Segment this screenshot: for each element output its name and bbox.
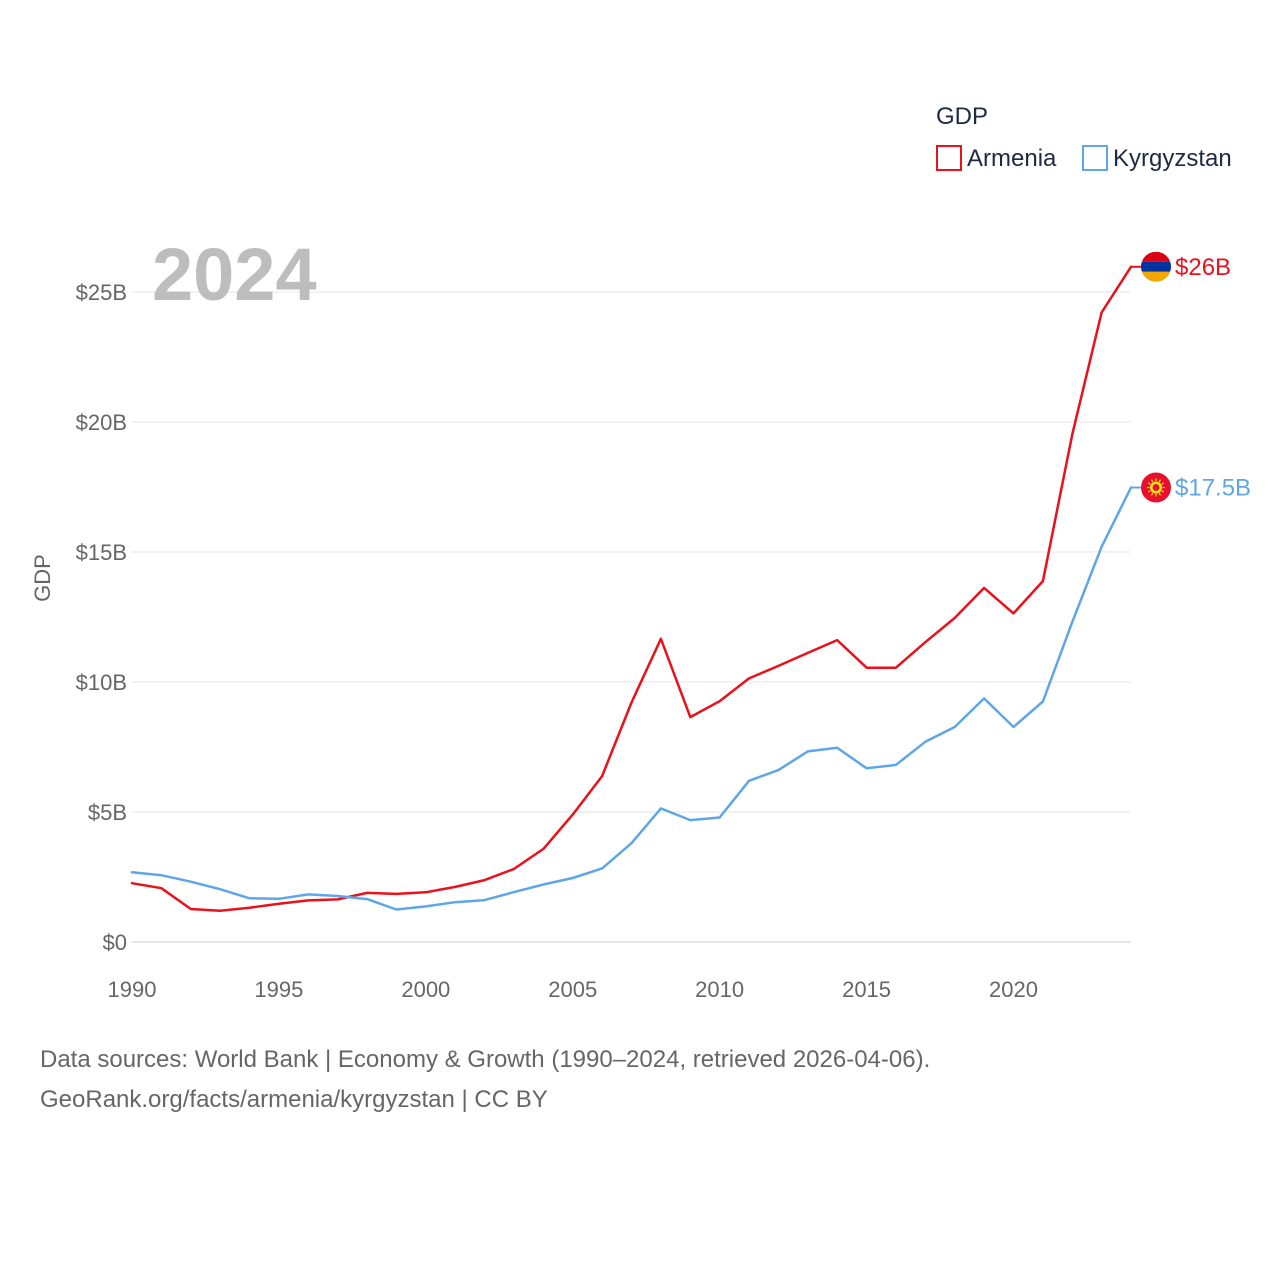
y-tick-label: $10B — [76, 670, 127, 695]
y-tick-label: $20B — [76, 410, 127, 435]
legend-label-kyrgyzstan: Kyrgyzstan — [1113, 145, 1232, 172]
legend[interactable]: GDP Armenia Kyrgyzstan — [936, 103, 1232, 172]
y-tick-label: $25B — [76, 280, 127, 305]
footer-source: Data sources: World Bank | Economy & Gro… — [40, 1040, 930, 1120]
gdp-line-chart: $0 $5B $10B $15B $20B $25B 1990 1995 2000 2005 20… — [30, 103, 1251, 1002]
x-axis: 1990 1995 2000 2005 2010 2015 2020 — [108, 977, 1038, 1002]
legend-item-kyrgyzstan[interactable]: Kyrgyzstan — [1082, 145, 1232, 172]
x-tick-label: 2010 — [695, 977, 744, 1002]
legend-swatch-kyrgyzstan — [1082, 145, 1108, 171]
legend-item-armenia[interactable]: Armenia — [936, 145, 1057, 172]
x-tick-label: 1990 — [108, 977, 157, 1002]
y-tick-label: $5B — [88, 800, 127, 825]
series-end-label-kyrgyzstan: $17.5B — [1175, 475, 1251, 502]
y-axis: $0 $5B $10B $15B $20B $25B — [76, 280, 127, 955]
y-tick-label: $0 — [103, 930, 127, 955]
series-line-kyrgyzstan — [130, 486, 1133, 911]
series-lines — [130, 265, 1133, 913]
y-axis-title: GDP — [30, 554, 55, 602]
legend-title: GDP — [936, 103, 988, 130]
x-tick-label: 2020 — [989, 977, 1038, 1002]
footer-attribution-line: GeoRank.org/facts/armenia/kyrgyzstan | C… — [40, 1086, 548, 1113]
gridlines — [132, 291, 1131, 943]
kyrgyzstan-flag-icon — [1141, 472, 1171, 503]
x-tick-label: 2005 — [548, 977, 597, 1002]
year-watermark: 2024 — [152, 233, 317, 316]
series-line-armenia — [130, 265, 1133, 913]
x-tick-label: 1995 — [254, 977, 303, 1002]
x-tick-label: 2000 — [401, 977, 450, 1002]
x-tick-label: 2015 — [842, 977, 891, 1002]
y-tick-label: $15B — [76, 540, 127, 565]
series-end-labels: $26B $17.5B — [1131, 251, 1251, 503]
series-end-label-armenia: $26B — [1175, 254, 1231, 281]
footer-sources-line: Data sources: World Bank | Economy & Gro… — [40, 1046, 931, 1073]
armenia-flag-icon — [1141, 251, 1171, 282]
legend-swatch-armenia — [936, 145, 962, 171]
legend-label-armenia: Armenia — [967, 145, 1057, 172]
